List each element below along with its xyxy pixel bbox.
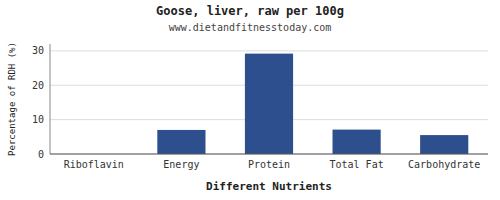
grid-line [50, 50, 488, 51]
chart-container: Goose, liver, raw per 100g www.dietandfit… [0, 0, 500, 200]
chart: Goose, liver, raw per 100g www.dietandfit… [0, 0, 500, 200]
x-tick-label: Riboflavin [64, 159, 124, 170]
y-tick-label: 20 [32, 80, 44, 91]
y-tick-label: 0 [38, 149, 44, 160]
bar [420, 135, 468, 154]
grid [50, 51, 488, 154]
y-axis-line [50, 44, 51, 154]
x-tick-label: Protein [248, 159, 290, 170]
x-tick-label: Carbohydrate [408, 159, 480, 170]
bar [245, 54, 293, 154]
title: Goose, liver, raw per 100g [156, 4, 344, 18]
grid-line [50, 154, 488, 155]
y-axis-label: Percentage of RDH (%) [7, 42, 17, 156]
bar [333, 130, 381, 154]
subtitle: www.dietandfitnesstoday.com [169, 22, 332, 33]
x-tick-label: Energy [163, 159, 199, 170]
x-axis-line [50, 154, 488, 155]
bars [157, 54, 468, 154]
y-tick-label: 30 [32, 45, 44, 56]
x-axis-label: Different Nutrients [206, 180, 332, 193]
y-tick-label: 10 [32, 114, 44, 125]
x-tick-label: Total Fat [330, 159, 384, 170]
bar [157, 130, 205, 154]
